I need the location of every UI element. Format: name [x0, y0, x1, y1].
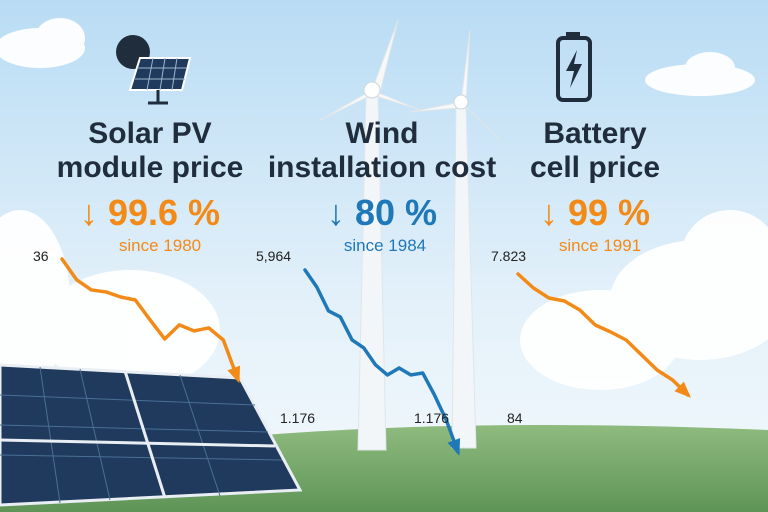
- down-arrow-icon: ↓: [326, 192, 345, 233]
- battery-title-line2: cell price: [529, 151, 661, 184]
- arrowhead-icon: [227, 365, 241, 384]
- wind-percent: ↓ 80 %: [262, 193, 502, 233]
- solar-price-line: [60, 257, 240, 382]
- battery-title-line1: Battery: [543, 117, 647, 150]
- battery-bolt-icon: [556, 32, 592, 102]
- clouds: [0, 18, 768, 390]
- arrowhead-icon: [674, 381, 691, 398]
- solar-panel-sun-icon: [116, 35, 192, 105]
- solar-panel-array: [0, 363, 303, 507]
- wind-cost-line: [303, 268, 460, 454]
- solar-end-label: 1.176: [280, 410, 316, 426]
- solar-percent: ↓ 99.6 %: [40, 193, 260, 233]
- battery-percent-value: 99 %: [567, 192, 651, 233]
- down-arrow-icon: ↓: [539, 192, 558, 233]
- wind-turbine-left: [319, 19, 421, 451]
- solar-title-line2: module price: [56, 151, 244, 184]
- solar-start-label: 36: [33, 248, 49, 264]
- battery-percent: ↓ 99 %: [505, 193, 685, 233]
- wind-title: Wind installation cost: [262, 117, 502, 185]
- solar-title: Solar PV module price: [40, 117, 260, 185]
- down-arrow-icon: ↓: [79, 192, 98, 233]
- solar-title-line1: Solar PV: [88, 117, 212, 150]
- battery-title: Battery cell price: [505, 117, 685, 185]
- solar-percent-value: 99.6 %: [107, 192, 221, 233]
- wind-title-line1: Wind: [345, 117, 419, 150]
- wind-percent-value: 80 %: [354, 192, 438, 233]
- wind-title-line2: installation cost: [267, 151, 497, 184]
- wind-since: since 1984: [343, 236, 427, 255]
- wind-start-label: 5,964: [256, 248, 292, 264]
- arrowhead-icon: [447, 438, 461, 456]
- battery-start-label: 7.823: [491, 248, 527, 264]
- wind-turbine-right: [409, 29, 501, 449]
- battery-price-line: [516, 272, 690, 397]
- solar-since: since 1980: [118, 236, 202, 255]
- battery-since: since 1991: [558, 236, 642, 255]
- wind-end-label: 1.176: [414, 410, 450, 426]
- battery-end-label: 84: [507, 410, 523, 426]
